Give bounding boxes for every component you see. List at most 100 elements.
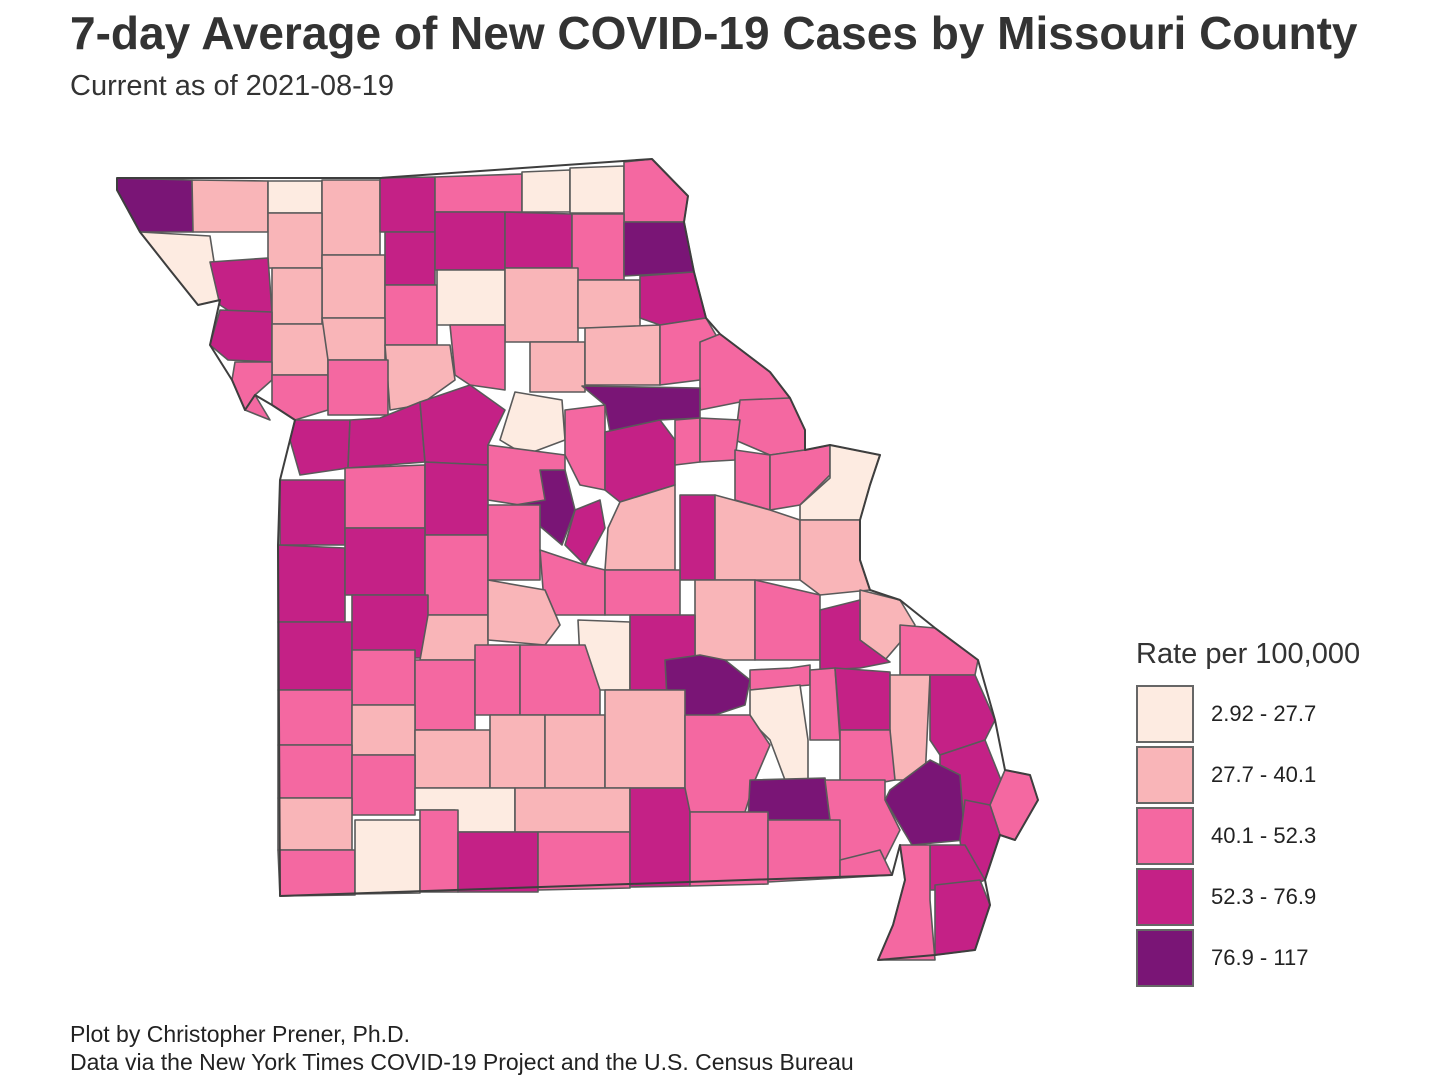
county-region xyxy=(436,269,506,326)
county-region xyxy=(424,534,489,616)
legend-item: 2.92 - 27.7 xyxy=(1136,683,1360,744)
county-region xyxy=(629,787,691,888)
county-region xyxy=(327,359,389,416)
county-region xyxy=(321,254,386,319)
county-region xyxy=(689,811,769,887)
legend-item: 27.7 - 40.1 xyxy=(1136,744,1360,805)
county-region xyxy=(504,211,573,269)
county-region xyxy=(279,479,346,546)
county-region xyxy=(354,819,421,895)
county-region xyxy=(544,714,606,789)
county-region xyxy=(899,624,979,676)
map-subtitle: Current as of 2021-08-19 xyxy=(70,70,395,102)
caption-author: Plot by Christopher Prener, Ph.D. xyxy=(70,1021,411,1047)
county-region xyxy=(564,404,606,491)
county-region xyxy=(623,221,695,277)
county-region xyxy=(277,797,353,851)
county-region xyxy=(321,179,381,256)
map-title: 7-day Average of New COVID-19 Cases by M… xyxy=(70,7,1358,59)
county-region xyxy=(231,361,273,421)
county-region xyxy=(351,704,416,756)
county-region xyxy=(267,180,323,214)
county-region xyxy=(379,176,436,233)
legend-swatch xyxy=(1136,684,1194,743)
county-region xyxy=(604,569,681,616)
county-region xyxy=(449,324,506,391)
county-region xyxy=(489,714,546,789)
county-region xyxy=(674,417,701,466)
county-region xyxy=(271,323,329,376)
legend-label: 2.92 - 27.7 xyxy=(1211,700,1317,726)
county-region xyxy=(384,284,438,346)
county-region xyxy=(351,594,429,659)
county-region xyxy=(839,729,896,791)
legend-swatch xyxy=(1136,745,1194,804)
county-region xyxy=(474,644,521,716)
county-region xyxy=(209,309,273,363)
legend-item: 76.9 - 117 xyxy=(1136,927,1360,988)
county-region xyxy=(767,819,841,883)
legend-swatch xyxy=(1136,867,1194,926)
county-region xyxy=(529,341,586,393)
legend-label: 52.3 - 76.9 xyxy=(1211,883,1317,909)
county-region xyxy=(577,279,641,329)
county-region xyxy=(414,659,476,731)
county-region xyxy=(344,464,426,529)
county-region xyxy=(734,449,771,511)
county-region xyxy=(351,649,416,706)
county-region xyxy=(277,744,353,799)
county-region xyxy=(499,391,566,456)
legend-title: Rate per 100,000 xyxy=(1136,638,1361,670)
county-region xyxy=(384,231,436,286)
map-caption: Plot by Christopher Prener, Ph.D. Data v… xyxy=(70,1020,854,1076)
county-region xyxy=(569,165,625,214)
county-region xyxy=(521,169,571,213)
state-outline xyxy=(116,158,1039,961)
county-region xyxy=(271,374,329,421)
legend-label: 27.7 - 40.1 xyxy=(1211,761,1317,787)
county-region xyxy=(564,499,606,566)
county-region xyxy=(514,787,631,833)
county-region xyxy=(457,831,539,893)
county-region xyxy=(434,211,506,271)
county-region xyxy=(277,544,346,623)
county-polygons xyxy=(116,158,1039,961)
county-region xyxy=(623,158,689,223)
county-region xyxy=(271,267,323,325)
county-region xyxy=(277,621,353,691)
county-region xyxy=(571,213,625,281)
legend-item: 52.3 - 76.9 xyxy=(1136,866,1360,927)
county-region xyxy=(384,344,456,411)
county-region xyxy=(277,849,356,897)
county-region xyxy=(321,317,386,361)
county-region xyxy=(419,809,459,893)
county-region xyxy=(537,831,631,891)
county-region xyxy=(754,579,821,661)
county-region xyxy=(424,461,489,536)
county-region xyxy=(679,494,716,581)
county-region xyxy=(694,579,756,661)
county-region xyxy=(267,212,323,269)
legend-label: 76.9 - 117 xyxy=(1211,944,1309,970)
county-region xyxy=(514,469,576,546)
county-region xyxy=(519,644,601,716)
county-region xyxy=(414,729,491,789)
county-region xyxy=(209,257,273,319)
map-legend: Rate per 100,000 2.92 - 27.7 27.7 - 40.1… xyxy=(1136,638,1360,988)
county-region xyxy=(139,231,221,306)
county-region xyxy=(116,177,194,233)
county-region xyxy=(344,527,426,596)
legend-swatch xyxy=(1136,806,1194,865)
county-region xyxy=(289,419,351,476)
county-region xyxy=(834,667,893,731)
county-region xyxy=(699,417,741,463)
county-region xyxy=(584,324,661,386)
county-region xyxy=(191,179,269,233)
county-region xyxy=(487,504,541,581)
legend-item: 40.1 - 52.3 xyxy=(1136,805,1360,866)
legend-swatch xyxy=(1136,928,1194,987)
county-region xyxy=(487,579,561,646)
caption-source: Data via the New York Times COVID-19 Pro… xyxy=(70,1049,854,1075)
county-region xyxy=(604,689,686,789)
